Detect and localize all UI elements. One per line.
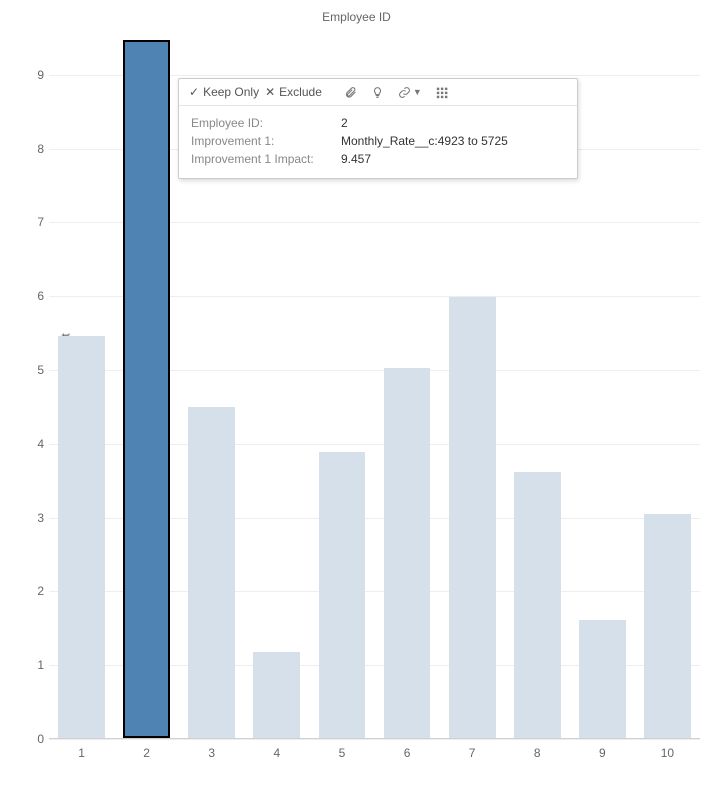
tooltip-row: Improvement 1:Monthly_Rate__c:4923 to 57…	[191, 132, 565, 150]
bar[interactable]	[514, 472, 561, 738]
bar[interactable]	[579, 620, 626, 738]
bar[interactable]	[384, 368, 431, 738]
exclude-button[interactable]: ✕ Exclude	[265, 85, 322, 99]
tooltip-value: Monthly_Rate__c:4923 to 5725	[341, 132, 508, 150]
keep-only-button[interactable]: ✓ Keep Only	[189, 85, 259, 99]
grid-icon[interactable]	[432, 86, 453, 99]
x-tick-label: 3	[208, 746, 215, 760]
x-tick-label: 7	[469, 746, 476, 760]
tooltip-key: Employee ID:	[191, 114, 341, 132]
y-tick-label: 4	[28, 437, 44, 451]
tooltip-row: Improvement 1 Impact:9.457	[191, 150, 565, 168]
x-tick-label: 9	[599, 746, 606, 760]
x-tick-label: 8	[534, 746, 541, 760]
tooltip-value: 9.457	[341, 150, 371, 168]
lightbulb-icon[interactable]	[367, 86, 388, 99]
check-icon: ✓	[189, 85, 199, 99]
x-tick-label: 2	[143, 746, 150, 760]
y-tick-label: 8	[28, 142, 44, 156]
bar-selected[interactable]	[123, 40, 170, 738]
keep-only-label: Keep Only	[203, 85, 259, 99]
y-tick-label: 2	[28, 584, 44, 598]
x-tick-label: 10	[661, 746, 674, 760]
x-tick-label: 1	[78, 746, 85, 760]
y-tick-label: 6	[28, 289, 44, 303]
tooltip-body: Employee ID:2Improvement 1:Monthly_Rate_…	[179, 106, 577, 178]
x-tick-label: 4	[274, 746, 281, 760]
y-tick-label: 3	[28, 511, 44, 525]
bar[interactable]	[253, 652, 300, 738]
bar[interactable]	[449, 297, 496, 738]
bar[interactable]	[58, 336, 105, 738]
exclude-label: Exclude	[279, 85, 322, 99]
x-icon: ✕	[265, 85, 275, 99]
bar[interactable]	[188, 407, 235, 738]
y-tick-label: 5	[28, 363, 44, 377]
tooltip-key: Improvement 1 Impact:	[191, 150, 341, 168]
chart-title: Employee ID	[0, 0, 713, 24]
tooltip-value: 2	[341, 114, 348, 132]
y-tick-label: 1	[28, 658, 44, 672]
y-tick-label: 9	[28, 68, 44, 82]
tooltip-toolbar: ✓ Keep Only ✕ Exclude ▼	[179, 79, 577, 106]
x-tick-label: 5	[339, 746, 346, 760]
y-tick-label: 7	[28, 215, 44, 229]
bar[interactable]	[319, 452, 366, 738]
y-tick-label: 0	[28, 732, 44, 746]
tooltip-key: Improvement 1:	[191, 132, 341, 150]
attachment-icon[interactable]	[340, 86, 361, 99]
bar[interactable]	[644, 514, 691, 738]
x-tick-label: 6	[404, 746, 411, 760]
grid-line	[49, 739, 700, 740]
tooltip: ✓ Keep Only ✕ Exclude ▼ Employee ID:2Imp…	[178, 78, 578, 179]
link-icon[interactable]: ▼	[394, 86, 426, 99]
tooltip-row: Employee ID:2	[191, 114, 565, 132]
chevron-down-icon: ▼	[413, 87, 422, 97]
